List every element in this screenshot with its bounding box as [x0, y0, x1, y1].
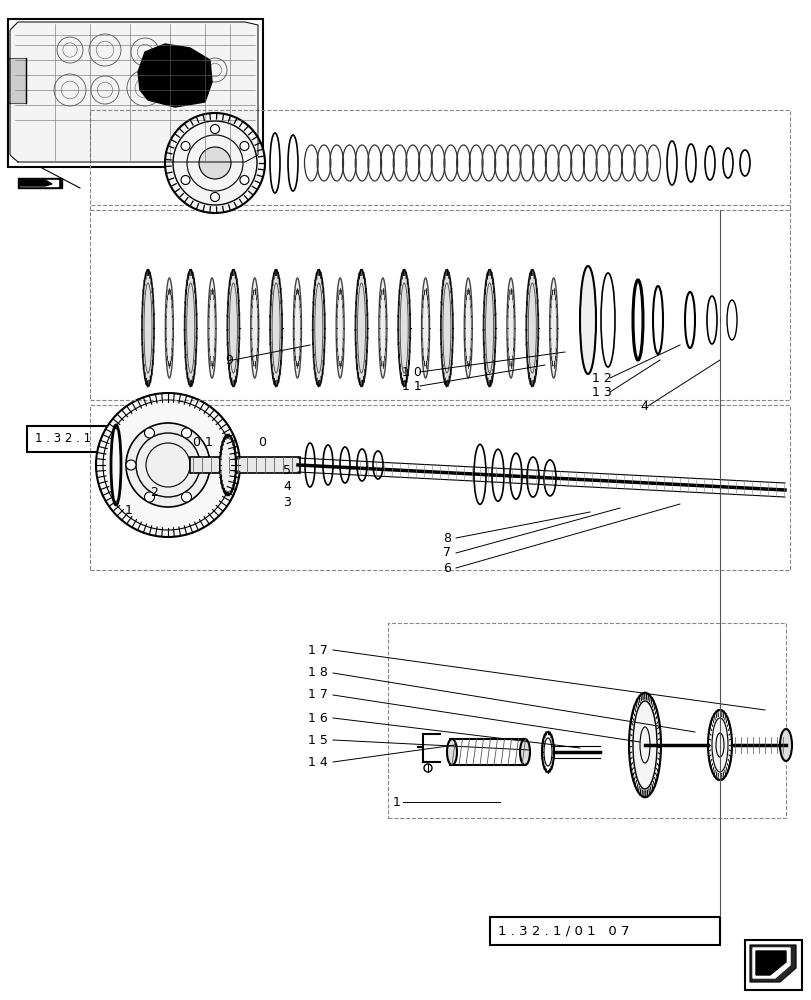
Polygon shape [752, 948, 789, 978]
Bar [90, 205, 789, 400]
Text: 4: 4 [283, 480, 290, 492]
Bar [27, 426, 172, 452]
Circle shape [210, 193, 219, 202]
Ellipse shape [707, 710, 731, 780]
Ellipse shape [579, 266, 595, 374]
Ellipse shape [506, 278, 514, 378]
Ellipse shape [464, 278, 472, 378]
Text: 5: 5 [283, 464, 290, 477]
Text: 1 7: 1 7 [307, 688, 328, 702]
Ellipse shape [397, 270, 410, 386]
Text: 4: 4 [639, 399, 647, 412]
Circle shape [239, 176, 249, 185]
Bar [388, 623, 785, 818]
Text: 8: 8 [443, 532, 450, 544]
Text: 6: 6 [443, 562, 450, 574]
Ellipse shape [227, 270, 239, 386]
Bar [449, 739, 525, 765]
Circle shape [96, 393, 240, 537]
Ellipse shape [220, 435, 236, 495]
Text: 1 . 3 2 . 1: 1 . 3 2 . 1 [35, 432, 91, 446]
Circle shape [210, 125, 219, 134]
Ellipse shape [355, 270, 367, 386]
Ellipse shape [336, 278, 344, 378]
Ellipse shape [293, 278, 301, 378]
Circle shape [200, 460, 210, 470]
Text: 0 1: 0 1 [193, 436, 212, 450]
Polygon shape [749, 945, 795, 982]
Text: 1 8: 1 8 [307, 666, 328, 680]
Ellipse shape [549, 278, 557, 378]
Text: 7: 7 [443, 546, 450, 560]
Circle shape [199, 147, 230, 179]
Text: 1 7: 1 7 [307, 644, 328, 656]
Polygon shape [20, 180, 58, 186]
Ellipse shape [483, 270, 495, 386]
Circle shape [126, 423, 210, 507]
Text: 1 4: 1 4 [307, 756, 328, 768]
Text: 9: 9 [225, 354, 233, 366]
Polygon shape [20, 180, 52, 186]
Bar [744, 940, 801, 990]
Ellipse shape [446, 739, 457, 765]
Ellipse shape [526, 270, 538, 386]
Circle shape [181, 176, 190, 185]
Circle shape [239, 142, 249, 151]
Bar [8, 19, 263, 167]
Ellipse shape [312, 270, 324, 386]
Bar [8, 58, 26, 103]
Circle shape [181, 142, 190, 151]
Text: 1: 1 [393, 795, 401, 808]
Ellipse shape [519, 739, 530, 765]
Ellipse shape [184, 270, 196, 386]
Text: 1 3: 1 3 [591, 385, 611, 398]
Text: 2: 2 [150, 487, 157, 499]
Bar [190, 457, 299, 473]
Text: 1 0: 1 0 [401, 365, 422, 378]
Text: 3: 3 [283, 495, 290, 508]
Text: 1 5: 1 5 [307, 733, 328, 746]
Ellipse shape [142, 270, 154, 386]
Ellipse shape [629, 693, 660, 797]
Polygon shape [10, 22, 258, 162]
Ellipse shape [379, 278, 386, 378]
Circle shape [144, 492, 154, 502]
Bar [90, 405, 789, 570]
Circle shape [182, 492, 191, 502]
Text: 1 1: 1 1 [401, 379, 421, 392]
Ellipse shape [779, 729, 791, 761]
Text: 0: 0 [258, 436, 266, 450]
Bar [90, 110, 789, 210]
Ellipse shape [440, 270, 453, 386]
Circle shape [126, 460, 135, 470]
Polygon shape [755, 951, 785, 975]
Bar [489, 917, 719, 945]
Text: 1 6: 1 6 [307, 711, 328, 724]
Circle shape [182, 428, 191, 438]
Polygon shape [138, 44, 212, 107]
Ellipse shape [251, 278, 259, 378]
Text: 1: 1 [125, 504, 133, 516]
Text: 1 2: 1 2 [591, 371, 611, 384]
Ellipse shape [270, 270, 281, 386]
Ellipse shape [165, 278, 173, 378]
Polygon shape [18, 178, 62, 188]
Text: 1 . 3 2 . 1 / 0 1   0 7: 1 . 3 2 . 1 / 0 1 0 7 [497, 924, 629, 937]
Circle shape [165, 113, 264, 213]
Ellipse shape [421, 278, 429, 378]
Circle shape [144, 428, 154, 438]
Ellipse shape [208, 278, 216, 378]
